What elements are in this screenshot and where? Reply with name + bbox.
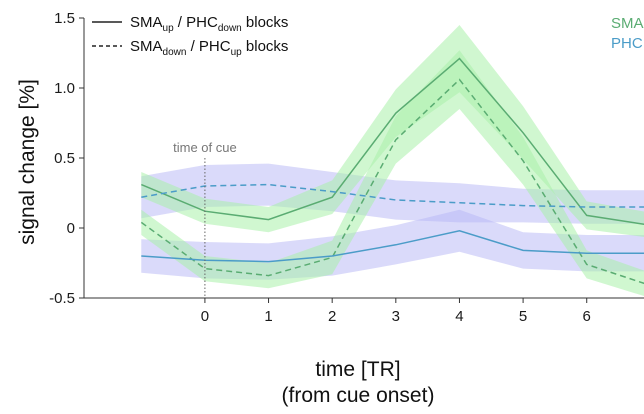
confidence-bands xyxy=(141,25,644,297)
x-tick-label: 1 xyxy=(264,308,272,325)
x-tick-label: 5 xyxy=(519,308,527,325)
region-label-phc: PHC xyxy=(611,35,643,52)
y-tick-label: 0 xyxy=(67,220,75,237)
line-sma-dashed xyxy=(140,78,644,285)
region-label-sma: SMA xyxy=(611,15,644,32)
y-tick-label: 1.5 xyxy=(54,10,75,27)
y-axis-title: signal change [%] xyxy=(16,79,39,245)
x-tick-label: 4 xyxy=(455,308,463,325)
line-sma-solid xyxy=(141,57,644,225)
region-labels: SMA PHC xyxy=(611,15,644,52)
line-phc-solid xyxy=(141,230,644,263)
x-tick-label: 3 xyxy=(392,308,400,325)
x-tick-label: 0 xyxy=(201,308,209,325)
legend: SMAup / PHCdown blocks SMAdown / PHCup bl… xyxy=(92,14,288,58)
y-tick-label: 1.0 xyxy=(54,80,75,97)
y-tick-label: -0.5 xyxy=(49,290,75,307)
x-tick-label: 2 xyxy=(328,308,336,325)
x-axis-title: time [TR] xyxy=(315,358,400,381)
x-axis-subtitle: (from cue onset) xyxy=(282,384,435,407)
band-phc-dashed xyxy=(141,163,644,224)
band-sma-solid xyxy=(141,25,644,237)
x-tick-label: 6 xyxy=(583,308,591,325)
cue-annotation: time of cue xyxy=(173,140,237,298)
legend-label-solid: SMAup / PHCdown blocks xyxy=(130,14,288,34)
line-phc-dashed xyxy=(141,183,644,208)
legend-label-dashed: SMAdown / PHCup blocks xyxy=(130,38,288,58)
axes: 0 1 2 3 4 5 6 -0.5 0 0.5 1.0 1.5 xyxy=(49,10,644,325)
band-sma-dashed xyxy=(141,50,644,297)
series-lines xyxy=(140,57,644,285)
cue-label: time of cue xyxy=(173,140,237,155)
y-tick-label: 0.5 xyxy=(54,150,75,167)
